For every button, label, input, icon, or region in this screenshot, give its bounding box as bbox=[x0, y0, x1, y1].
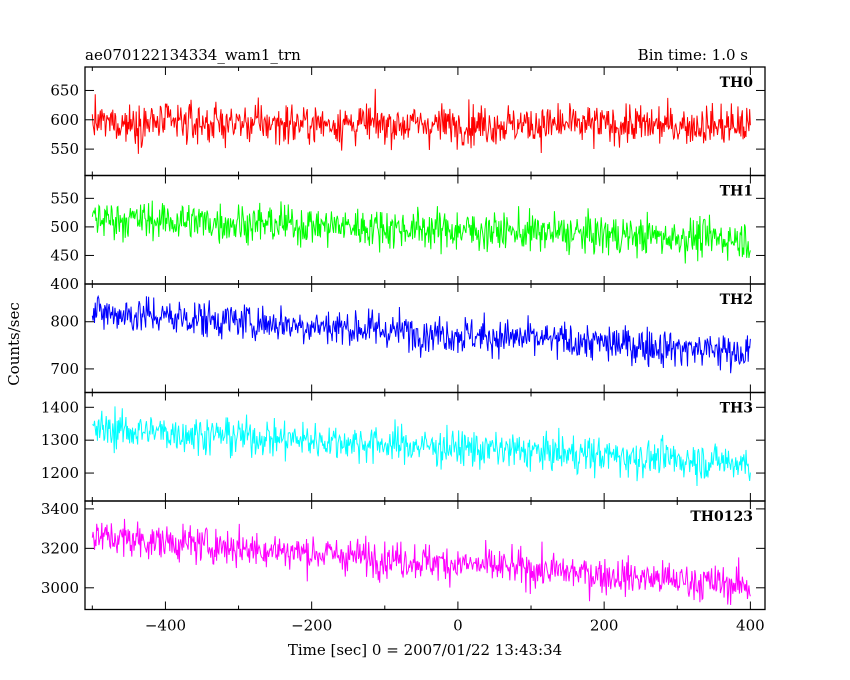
bin-time-label: Bin time: 1.0 s bbox=[638, 46, 748, 64]
series-line-th1 bbox=[91, 200, 751, 264]
panel-label-th3: TH3 bbox=[720, 401, 753, 417]
y-tick-label: 1300 bbox=[41, 431, 79, 449]
panel-th0123: 3000 3200 3400 TH0123 bbox=[41, 500, 766, 611]
panel-label-th1: TH1 bbox=[720, 184, 753, 200]
series-line-th3 bbox=[92, 406, 751, 487]
y-tick-label: 450 bbox=[50, 246, 79, 264]
y-tick-label: 800 bbox=[50, 313, 79, 331]
y-tick-label: 700 bbox=[50, 360, 79, 378]
panel-th1: 400 450 500 550 TH1 bbox=[50, 174, 766, 293]
y-tick-label: 3400 bbox=[41, 500, 79, 518]
x-tick-label: −400 bbox=[145, 617, 186, 635]
y-tick-label: 650 bbox=[50, 81, 79, 99]
x-tick-label: 400 bbox=[736, 617, 765, 635]
x-tick-label: −200 bbox=[291, 617, 332, 635]
series-line-th0 bbox=[91, 88, 751, 154]
x-tick-label: 200 bbox=[590, 617, 619, 635]
x-tick-label: 0 bbox=[453, 617, 463, 635]
y-axis-title: Counts/sec bbox=[5, 302, 23, 386]
x-axis-title: Time [sec] 0 = 2007/01/22 13:43:34 bbox=[288, 641, 562, 659]
x-axis-ticks: −400 −200 0 200 400 bbox=[145, 617, 765, 635]
panel-label-th2: TH2 bbox=[720, 292, 753, 308]
panel-th2: 700 800 TH2 bbox=[50, 283, 766, 394]
y-tick-label: 1400 bbox=[41, 398, 79, 416]
y-tick-label: 3200 bbox=[41, 539, 79, 557]
chart-title: ae070122134334_wam1_trn bbox=[85, 46, 301, 64]
y-tick-label: 550 bbox=[50, 140, 79, 158]
y-tick-label: 400 bbox=[50, 275, 79, 293]
series-line-th2 bbox=[91, 294, 751, 374]
y-tick-label: 550 bbox=[50, 189, 79, 207]
panel-th0: 550 600 650 TH0 bbox=[50, 66, 766, 177]
y-tick-label: 1200 bbox=[41, 464, 79, 482]
panel-label-th0: TH0 bbox=[720, 75, 754, 91]
panel-frame bbox=[84, 500, 766, 611]
y-tick-label: 3000 bbox=[41, 579, 79, 597]
panel-th3: 1200 1300 1400 TH3 bbox=[41, 391, 766, 502]
series-line-th0123 bbox=[91, 518, 751, 605]
y-tick-label: 600 bbox=[50, 111, 79, 129]
panel-label-th0123: TH0123 bbox=[690, 509, 753, 525]
panels-layer: 550 600 650 TH0 400 450 500 550 TH1 700 800 TH2 1200… bbox=[41, 66, 766, 611]
y-tick-label: 500 bbox=[50, 218, 79, 236]
